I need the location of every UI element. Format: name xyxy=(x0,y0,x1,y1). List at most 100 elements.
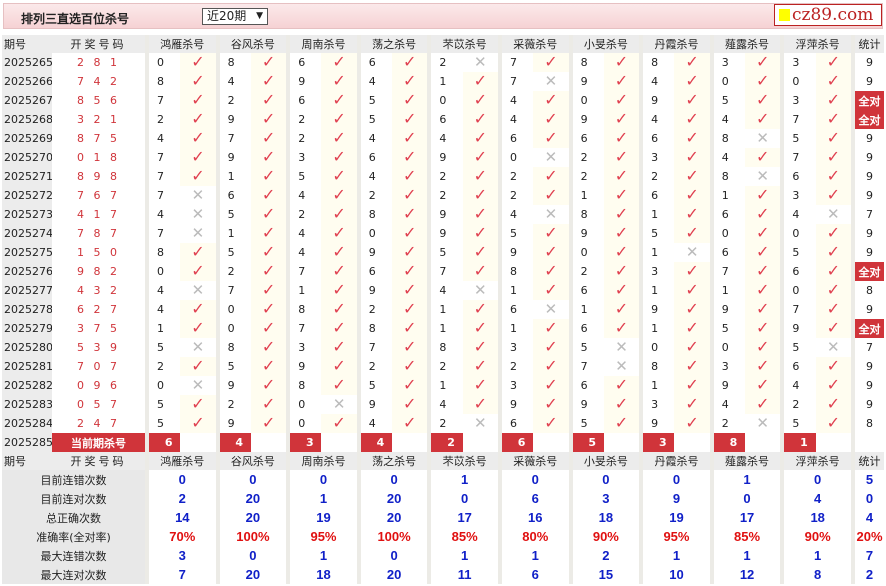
row-stat: 9 xyxy=(851,129,884,148)
kill-result: ✓ xyxy=(674,395,710,414)
table-row: 2025283 0 5 7 5 ✓ 2 ✓ 0 ✕ 9 ✓ 4 ✓ 9 ✓ 9 ✓ 3 ✓ 4 ✓ 2 ✓ 9 xyxy=(2,395,884,414)
kill-number: 1 xyxy=(709,281,745,300)
check-icon: ✓ xyxy=(332,110,346,128)
kill-number: 2 xyxy=(286,110,321,129)
kill-number: 1 xyxy=(427,319,462,338)
kill-number: 6 xyxy=(356,53,392,72)
kill-number: 9 xyxy=(568,224,604,243)
kill-result: ✓ xyxy=(321,319,357,338)
kill-result: ✓ xyxy=(533,224,569,243)
kill-result: ✓ xyxy=(603,167,640,186)
col-expert: 荡之杀号 xyxy=(356,452,428,470)
kill-number: 8 xyxy=(639,53,674,72)
row-code: 7 8 7 xyxy=(77,227,120,240)
kill-result: ✓ xyxy=(533,376,569,395)
kill-number: 6 xyxy=(709,205,745,224)
kill-number: 0 xyxy=(639,338,674,357)
check-icon: ✓ xyxy=(544,338,558,356)
kill-number: 2 xyxy=(215,395,251,414)
kill-result: ✓ xyxy=(462,357,498,376)
kill-number: 4 xyxy=(709,395,745,414)
kill-result: ✕ xyxy=(462,414,498,433)
kill-result: ✓ xyxy=(392,395,428,414)
row-qihao: 2025284 xyxy=(2,414,52,433)
kill-number-table: 期号 开奖号码 鸿雁杀号 谷风杀号 周南杀号 荡之杀号 芣苡杀号 采薇杀号 小旻杀号 丹霞杀号 薤露… xyxy=(2,35,884,584)
summary-value: 1 xyxy=(427,546,498,565)
summary-row: 最大连错次数 3 0 1 0 1 1 2 1 1 1 7 xyxy=(2,546,884,565)
summary-value: 1 xyxy=(709,546,781,565)
kill-number: 2 xyxy=(286,205,321,224)
summary-value: 16 xyxy=(497,508,569,527)
kill-number: 7 xyxy=(568,357,604,376)
kill-result: ✓ xyxy=(180,414,216,433)
check-icon: ✓ xyxy=(261,281,276,299)
kill-result: ✓ xyxy=(533,167,569,186)
kill-result: ✓ xyxy=(674,205,710,224)
check-icon: ✓ xyxy=(614,129,629,147)
kill-number: 0 xyxy=(780,281,815,300)
summary-label: 目前连对次数 xyxy=(2,489,145,508)
kill-number: 9 xyxy=(427,148,462,167)
period-select[interactable]: 近20期 ▼ xyxy=(202,8,268,25)
check-icon: ✓ xyxy=(755,281,770,299)
summary-value: 0 xyxy=(356,470,428,489)
kill-result: ✓ xyxy=(603,110,640,129)
row-code: 8 7 5 xyxy=(77,132,120,145)
check-icon: ✓ xyxy=(332,243,346,261)
summary-value: 1 xyxy=(427,470,498,489)
kill-result: ✓ xyxy=(745,110,781,129)
kill-number: 5 xyxy=(215,205,251,224)
kill-result: ✓ xyxy=(603,243,640,262)
kill-number: 9 xyxy=(215,148,251,167)
kill-number: 1 xyxy=(639,205,674,224)
empty-cell xyxy=(463,433,498,452)
kill-result: ✓ xyxy=(745,376,781,395)
check-icon: ✓ xyxy=(332,262,346,280)
kill-result: ✓ xyxy=(603,224,640,243)
kill-number: 6 xyxy=(639,186,674,205)
row-code: 7 0 7 xyxy=(77,360,120,373)
summary-value: 0 xyxy=(286,470,357,489)
kill-result: ✓ xyxy=(321,338,357,357)
check-icon: ✓ xyxy=(332,167,346,185)
summary-value: 0 xyxy=(780,470,851,489)
kill-number: 8 xyxy=(286,300,321,319)
row-stat: 9 xyxy=(851,148,884,167)
summary-value: 20 xyxy=(356,489,428,508)
check-icon: ✓ xyxy=(332,72,346,90)
check-icon: ✓ xyxy=(755,319,770,337)
check-icon: ✓ xyxy=(332,376,346,394)
table-row: 2025271 8 9 8 7 ✓ 1 ✓ 5 ✓ 4 ✓ 2 ✓ 2 ✓ 2 ✓ 2 ✓ 8 ✕ 6 ✓ 9 xyxy=(2,167,884,186)
kill-result: ✓ xyxy=(603,91,640,110)
kill-number: 4 xyxy=(427,395,462,414)
check-icon: ✓ xyxy=(332,129,346,147)
kill-number: 8 xyxy=(568,53,604,72)
kill-number: 0 xyxy=(286,414,321,433)
check-icon: ✓ xyxy=(473,243,488,261)
kill-result: ✕ xyxy=(180,205,216,224)
col-expert: 采薇杀号 xyxy=(497,35,569,53)
summary-stat: 7 xyxy=(851,546,884,565)
kill-result: ✓ xyxy=(392,243,428,262)
check-icon: ✓ xyxy=(614,72,629,90)
empty-cell xyxy=(251,433,286,452)
check-icon: ✓ xyxy=(403,72,417,90)
check-icon: ✓ xyxy=(403,205,417,223)
col-expert: 芣苡杀号 xyxy=(427,35,498,53)
kill-number: 2 xyxy=(497,167,533,186)
row-qihao: 2025275 xyxy=(2,243,52,262)
kill-number: 8 xyxy=(497,262,533,281)
kill-result: ✓ xyxy=(392,300,428,319)
kill-number: 7 xyxy=(215,129,251,148)
site-logo[interactable]: cz89.com xyxy=(774,4,882,26)
kill-result: ✓ xyxy=(250,186,287,205)
kill-number: 5 xyxy=(145,414,180,433)
table-row: 2025266 7 4 2 8 ✓ 4 ✓ 9 ✓ 4 ✓ 1 ✓ 7 ✕ 9 ✓ 4 ✓ 0 ✓ 0 ✓ 9 xyxy=(2,72,884,91)
kill-result: ✓ xyxy=(745,395,781,414)
check-icon: ✓ xyxy=(685,205,699,223)
kill-result: ✓ xyxy=(745,224,781,243)
check-icon: ✓ xyxy=(685,319,699,337)
kill-result: ✓ xyxy=(392,110,428,129)
row-stat: 9 xyxy=(851,376,884,395)
check-icon: ✓ xyxy=(332,357,346,375)
